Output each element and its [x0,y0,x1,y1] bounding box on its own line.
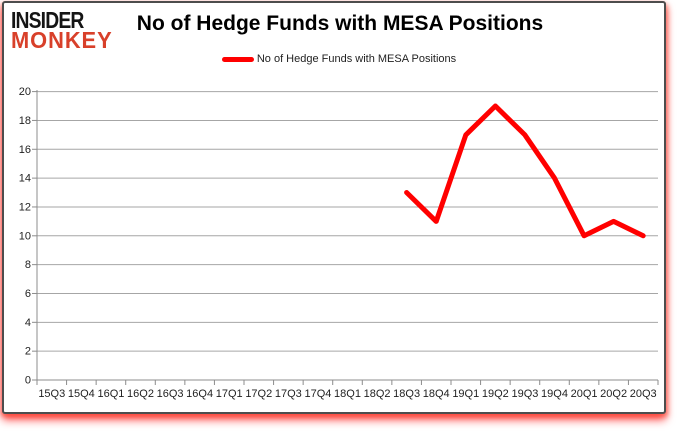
y-tick-label: 8 [25,259,31,271]
y-tick-label: 2 [25,346,31,358]
y-tick-label: 6 [25,288,31,300]
y-tick-label: 16 [19,144,31,156]
x-tick-label: 18Q3 [393,388,420,400]
chart-title: No of Hedge Funds with MESA Positions [136,12,544,35]
x-tick-label: 19Q3 [511,388,538,400]
x-tick-label: 16Q1 [97,388,124,400]
x-tick-label: 17Q2 [245,388,272,400]
x-tick-label: 18Q2 [364,388,391,400]
x-tick-label: 15Q4 [68,388,95,400]
y-tick-label: 20 [19,86,31,98]
chart-frame [2,1,666,414]
series-line [404,103,646,239]
legend-label: No of Hedge Funds with MESA Positions [256,53,457,65]
x-tick-label: 16Q3 [157,388,184,400]
y-tick-label: 14 [19,173,31,185]
x-tick-label: 15Q3 [38,388,65,400]
chart-legend: No of Hedge Funds with MESA Positions [0,53,678,65]
y-tick-label: 4 [25,317,31,329]
logo-line-insider: INSIDER [11,7,84,33]
x-tick-label: 17Q3 [275,388,302,400]
x-tick-label: 19Q2 [482,388,509,400]
x-tick-label: 20Q3 [630,388,657,400]
x-tick-label: 20Q2 [600,388,627,400]
y-tick-label: 10 [19,230,31,242]
insider-monkey-logo: INSIDER MONKEY [11,7,118,53]
x-tick-label: 16Q4 [186,388,213,400]
x-tick-label: 17Q4 [304,388,331,400]
x-tick-label: 17Q1 [216,388,243,400]
x-tick-label: 18Q4 [423,388,450,400]
x-tick-label: 18Q1 [334,388,361,400]
x-tick-label: 16Q2 [127,388,154,400]
y-tick-label: 12 [19,201,31,213]
x-tick-label: 20Q1 [571,388,598,400]
y-tick-label: 18 [19,115,31,127]
x-tick-label: 19Q1 [452,388,479,400]
legend-line-swatch [221,56,254,62]
logo-line-monkey: MONKEY [11,27,113,53]
y-tick-label: 0 [25,375,31,387]
x-tick-label: 19Q4 [541,388,568,400]
